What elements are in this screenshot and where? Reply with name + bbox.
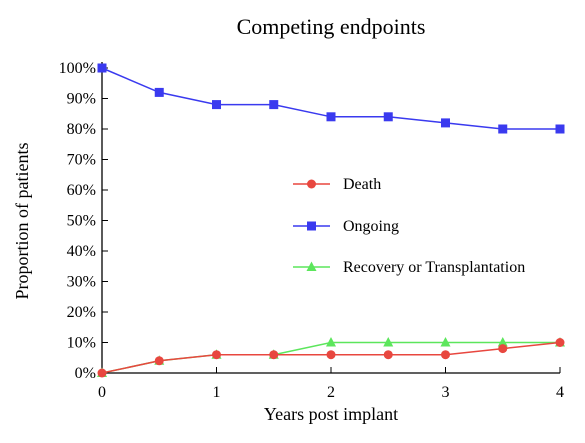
data-point-recovery-or-transplantation — [383, 337, 394, 347]
data-point-death — [498, 344, 508, 354]
axes: 0% 10% 20% 30% 40% 50% 60% 70% 80% 90% 100% 0 1 2 3 4 — [59, 60, 564, 401]
legend: Death Ongoing Recovery or Transplantation — [293, 176, 525, 276]
y-tick-label: 0% — [75, 365, 96, 382]
legend-label-recovery-or-transplantation: Recovery or Transplantation — [343, 259, 525, 276]
data-point-recovery-or-transplantation — [326, 337, 336, 347]
y-tick-label: 60% — [67, 182, 96, 199]
y-tick-label: 100% — [59, 60, 96, 77]
x-axis-label: Years post implant — [264, 404, 398, 424]
data-point-ongoing — [555, 124, 565, 134]
data-point-recovery-or-transplantation — [440, 337, 451, 347]
data-point-ongoing — [97, 63, 107, 73]
legend-marker-recovery-or-transplantation — [306, 261, 317, 271]
y-tick-label: 80% — [67, 121, 96, 138]
y-tick-label: 20% — [67, 304, 96, 321]
data-point-ongoing — [269, 100, 279, 110]
data-point-recovery-or-transplantation — [497, 337, 508, 347]
x-tick-label: 4 — [556, 384, 564, 401]
data-point-ongoing — [498, 124, 508, 134]
legend-label-ongoing: Ongoing — [343, 218, 399, 235]
y-tick-label: 30% — [67, 274, 96, 291]
y-tick-label: 10% — [67, 335, 96, 352]
legend-item-recovery-or-transplantation: Recovery or Transplantation — [293, 259, 525, 276]
x-tick-label: 1 — [213, 384, 221, 401]
x-tick-label: 3 — [442, 384, 450, 401]
data-point-death — [326, 350, 336, 360]
data-point-ongoing — [383, 112, 393, 122]
series-death — [97, 338, 565, 378]
data-point-death — [269, 350, 279, 360]
data-point-death — [383, 350, 393, 360]
data-point-ongoing — [212, 100, 221, 110]
data-point-death — [97, 368, 107, 378]
data-point-death — [212, 350, 221, 360]
legend-label-death: Death — [343, 176, 381, 193]
data-point-ongoing — [441, 118, 450, 128]
data-point-death — [555, 338, 565, 347]
y-axis-label: Proportion of patients — [12, 143, 32, 300]
x-tick-label: 0 — [98, 384, 106, 401]
chart-title: Competing endpoints — [237, 14, 426, 39]
plot-area — [97, 63, 565, 378]
legend-marker-ongoing — [307, 221, 316, 231]
data-point-death — [154, 356, 164, 366]
legend-marker-death — [307, 179, 316, 189]
y-tick-label: 90% — [67, 91, 96, 108]
legend-item-ongoing: Ongoing — [293, 218, 399, 235]
y-tick-label: 70% — [67, 152, 96, 169]
data-point-death — [441, 350, 450, 360]
data-point-ongoing — [154, 87, 164, 97]
x-tick-label: 2 — [327, 384, 335, 401]
y-tick-label: 40% — [67, 243, 96, 260]
legend-item-death: Death — [293, 176, 381, 193]
series-ongoing — [97, 63, 565, 134]
data-point-ongoing — [326, 112, 336, 122]
y-tick-label: 50% — [67, 213, 96, 230]
